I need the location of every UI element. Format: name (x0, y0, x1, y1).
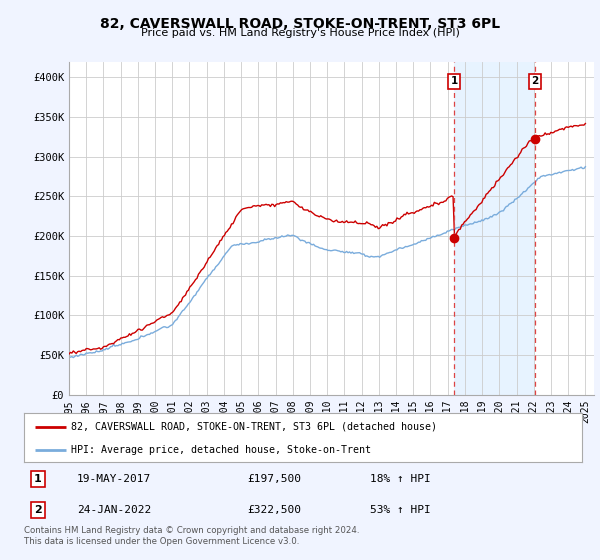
Text: Price paid vs. HM Land Registry's House Price Index (HPI): Price paid vs. HM Land Registry's House … (140, 28, 460, 38)
Text: 19-MAY-2017: 19-MAY-2017 (77, 474, 151, 484)
Text: 2: 2 (34, 505, 42, 515)
Text: HPI: Average price, detached house, Stoke-on-Trent: HPI: Average price, detached house, Stok… (71, 445, 371, 455)
Text: 82, CAVERSWALL ROAD, STOKE-ON-TRENT, ST3 6PL: 82, CAVERSWALL ROAD, STOKE-ON-TRENT, ST3… (100, 17, 500, 31)
Text: 53% ↑ HPI: 53% ↑ HPI (370, 505, 431, 515)
Text: 1: 1 (451, 76, 458, 86)
Text: 24-JAN-2022: 24-JAN-2022 (77, 505, 151, 515)
Text: Contains HM Land Registry data © Crown copyright and database right 2024.
This d: Contains HM Land Registry data © Crown c… (24, 526, 359, 546)
Bar (454, 62, 535, 395)
Text: 1: 1 (34, 474, 42, 484)
Text: 18% ↑ HPI: 18% ↑ HPI (370, 474, 431, 484)
Text: £322,500: £322,500 (247, 505, 301, 515)
Text: £197,500: £197,500 (247, 474, 301, 484)
Text: 82, CAVERSWALL ROAD, STOKE-ON-TRENT, ST3 6PL (detached house): 82, CAVERSWALL ROAD, STOKE-ON-TRENT, ST3… (71, 422, 437, 432)
Text: 2: 2 (532, 76, 539, 86)
